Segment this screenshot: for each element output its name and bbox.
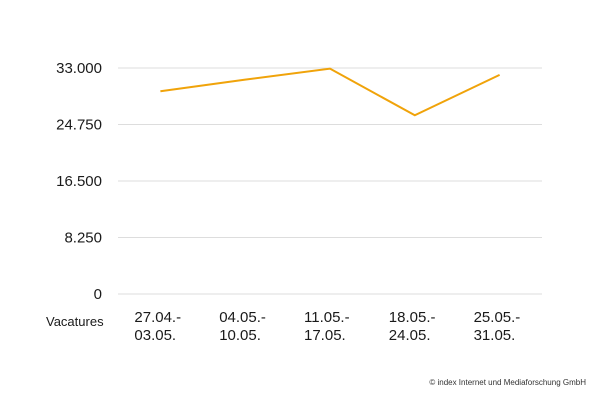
y-tick-label: 0 [94,286,102,303]
x-tick-label: 18.05.-24.05. [389,309,436,344]
y-tick-label: 33.000 [56,60,102,77]
series-line [160,67,501,117]
gridlines [118,67,542,295]
x-tick-label: 11.05.-17.05. [304,309,350,344]
copyright-credit: © index Internet und Mediaforschung GmbH [429,378,586,387]
x-tick-label: 27.04.-03.05. [134,309,181,344]
y-tick-label: 16.500 [56,173,102,190]
series-group [160,67,501,117]
y-tick-label: 8.250 [64,230,102,247]
x-axis-label: Vacatures [46,314,104,329]
x-tick-label: 25.05.-31.05. [474,309,521,344]
y-tick-label: 24.750 [56,117,102,134]
x-axis-ticks: 27.04.-03.05. 04.05.-10.05. 11.05.-17.05. 1… [134,309,520,344]
y-axis-ticks: 0 8.250 16.500 24.750 33.000 [56,60,102,303]
x-tick-label: 04.05.-10.05. [219,309,266,344]
